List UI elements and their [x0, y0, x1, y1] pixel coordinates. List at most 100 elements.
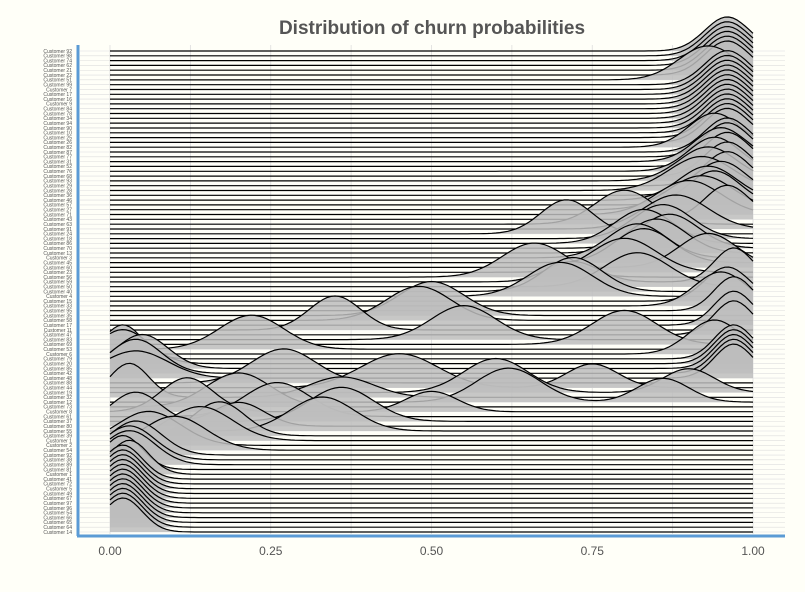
ridge-line: [110, 35, 754, 71]
y-tick-label: Customer 12: [43, 400, 72, 406]
y-tick-label: Customer 37: [43, 419, 72, 425]
y-tick-label: Customer 38: [43, 458, 72, 464]
y-tick-label: Customer 86: [43, 241, 72, 247]
ridge-line: [110, 155, 754, 192]
y-tick-label: Customer 17: [43, 323, 72, 329]
ridge-line: [110, 16, 754, 52]
y-tick-label: Customer 95: [43, 309, 72, 315]
x-tick-labels: 0.00 0.25 0.50 0.75 1.00: [98, 544, 765, 558]
y-tick-label: Customer 83: [43, 337, 72, 343]
y-tick-label: Customer 3: [46, 256, 72, 262]
y-tick-label: Customer 69: [43, 342, 72, 348]
y-tick-label: Customer 94: [43, 121, 72, 127]
ridge-area: [110, 310, 753, 345]
ridge-line: [110, 50, 754, 86]
ridge-line: [109, 458, 753, 495]
ridge-area: [110, 320, 753, 355]
ridge-area: [110, 382, 753, 417]
ridge-line: [110, 194, 754, 230]
ridge-area: [110, 377, 753, 412]
y-tick-label: Customer 85: [43, 366, 72, 372]
y-tick-label: Customer 27: [43, 208, 72, 214]
y-tick-label: Customer 17: [43, 92, 72, 98]
y-tick-label: Customer 64: [43, 525, 72, 531]
ridge-area: [110, 344, 753, 379]
y-tick-label: Customer 35: [43, 313, 72, 319]
ridge-area: [110, 199, 753, 234]
y-tick-label: Customer 42: [43, 371, 72, 377]
ridge-line: [109, 420, 753, 456]
y-tick-label: Customer 43: [43, 217, 72, 223]
ridge-area: [110, 271, 753, 306]
y-tick-label: Customer 23: [43, 270, 72, 276]
ridge-line: [109, 405, 753, 442]
y-tick-label: Customer 20: [43, 361, 72, 367]
ridge-line: [110, 112, 754, 148]
y-tick-label: Customer 54: [43, 448, 72, 454]
y-tick-label: Customer 76: [43, 169, 72, 175]
y-tick-label: Customer 24: [43, 232, 72, 238]
y-tick-label: Customer 5: [46, 487, 72, 493]
ridge-line: [110, 78, 754, 115]
y-tick-label: Customer 66: [43, 515, 72, 521]
y-tick-label: Customer 7: [46, 87, 72, 93]
ridge-line: [110, 319, 754, 355]
y-tick-label: Customer 73: [43, 405, 72, 411]
ridge-line: [110, 401, 753, 437]
ridge-line: [110, 69, 754, 105]
y-tick-label: Customer 1: [46, 438, 72, 444]
y-tick-label: Customer 21: [43, 68, 72, 74]
ridge-area: [110, 223, 753, 258]
ridge-line: [110, 126, 754, 163]
y-tick-label: Customer 81: [43, 467, 72, 473]
ridge-line: [110, 223, 753, 259]
y-tick-label: Customer 89: [43, 462, 72, 468]
ridge-line: [109, 434, 753, 471]
ridge-area: [110, 425, 753, 460]
y-tick-label: Customer 56: [43, 275, 72, 281]
y-tick-label: Customer 87: [43, 150, 72, 156]
y-tick-label: Customer 68: [43, 174, 72, 180]
ridge-line: [110, 314, 753, 350]
ridge-line: [109, 425, 753, 461]
ridge-area: [110, 233, 753, 268]
ridge-line: [110, 107, 754, 143]
ridge-line: [110, 30, 754, 66]
y-tick-label: Customer 65: [43, 520, 72, 526]
ridge-line: [109, 492, 753, 528]
y-tick-label: Customer 88: [43, 381, 72, 387]
y-tick-label: Customer 59: [43, 280, 72, 286]
ridge-area: [110, 397, 753, 431]
ridge-line: [110, 189, 753, 225]
ridge-line: [109, 463, 753, 499]
ridge-line: [110, 227, 753, 264]
y-tick-label: Customer 78: [43, 111, 72, 117]
ridge-line: [110, 83, 754, 119]
ridge-area: [110, 353, 753, 388]
ridge-line: [110, 280, 753, 317]
ridge-line: [109, 454, 753, 490]
y-tick-label: Customer 31: [43, 159, 72, 165]
x-tick-label: 0.25: [259, 544, 283, 558]
ridge-line: [110, 122, 754, 158]
ridge-line: [109, 468, 753, 504]
ridge-line: [109, 473, 753, 509]
y-tick-label: Customer 28: [43, 188, 72, 194]
y-tick-label: Customer 49: [43, 491, 72, 497]
ridge-line: [110, 160, 754, 196]
y-tick-label: Customer 99: [43, 82, 72, 88]
ridge-line: [109, 415, 753, 451]
y-tick-label: Customer 60: [43, 265, 72, 271]
ridge-line: [110, 131, 754, 167]
y-tick-label: Customer 26: [43, 140, 72, 146]
y-tick-label: Customer 57: [43, 203, 72, 209]
ridge-line: [109, 444, 753, 480]
ridge-area: [110, 368, 753, 403]
y-tick-label: Customer 63: [43, 222, 72, 228]
ridge-area: [110, 430, 753, 465]
y-tick-label: Customer 90: [43, 126, 72, 132]
y-tick-label: Customer 46: [43, 198, 72, 204]
